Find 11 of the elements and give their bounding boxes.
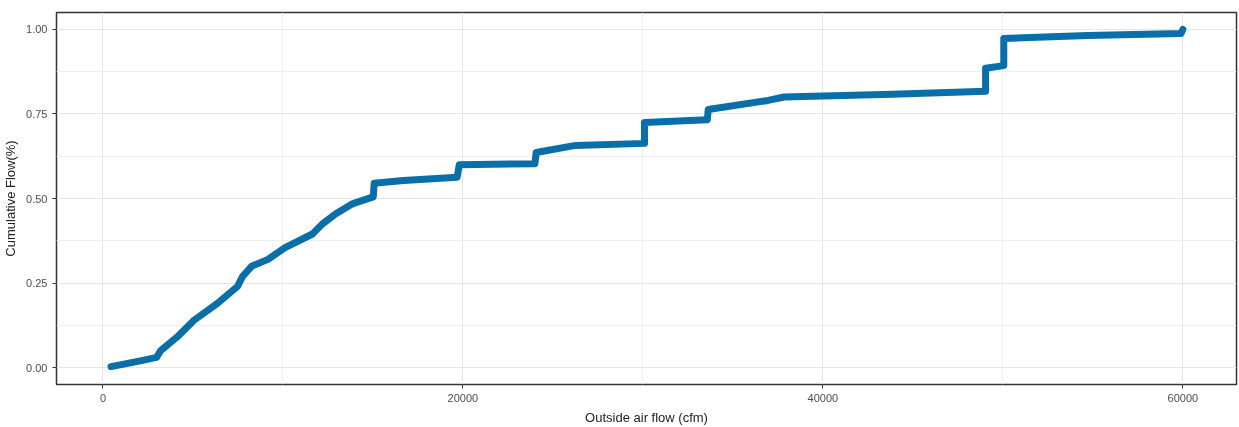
x-axis-title: Outside air flow (cfm) <box>585 409 708 425</box>
y-tick-label: 0.50 <box>26 192 48 205</box>
y-tick-label: 0.00 <box>26 361 48 374</box>
y-axis-title: Cumulative Flow(%) <box>3 140 19 257</box>
y-tick-label: 0.25 <box>26 277 48 290</box>
y-tick-label: 0.75 <box>26 107 48 120</box>
y-tick-label: 1.00 <box>26 23 48 36</box>
x-tick-label: 60000 <box>1167 391 1199 404</box>
x-tick-label: 40000 <box>807 391 839 404</box>
x-tick-label: 0 <box>99 391 106 404</box>
x-tick-label: 20000 <box>447 391 479 404</box>
